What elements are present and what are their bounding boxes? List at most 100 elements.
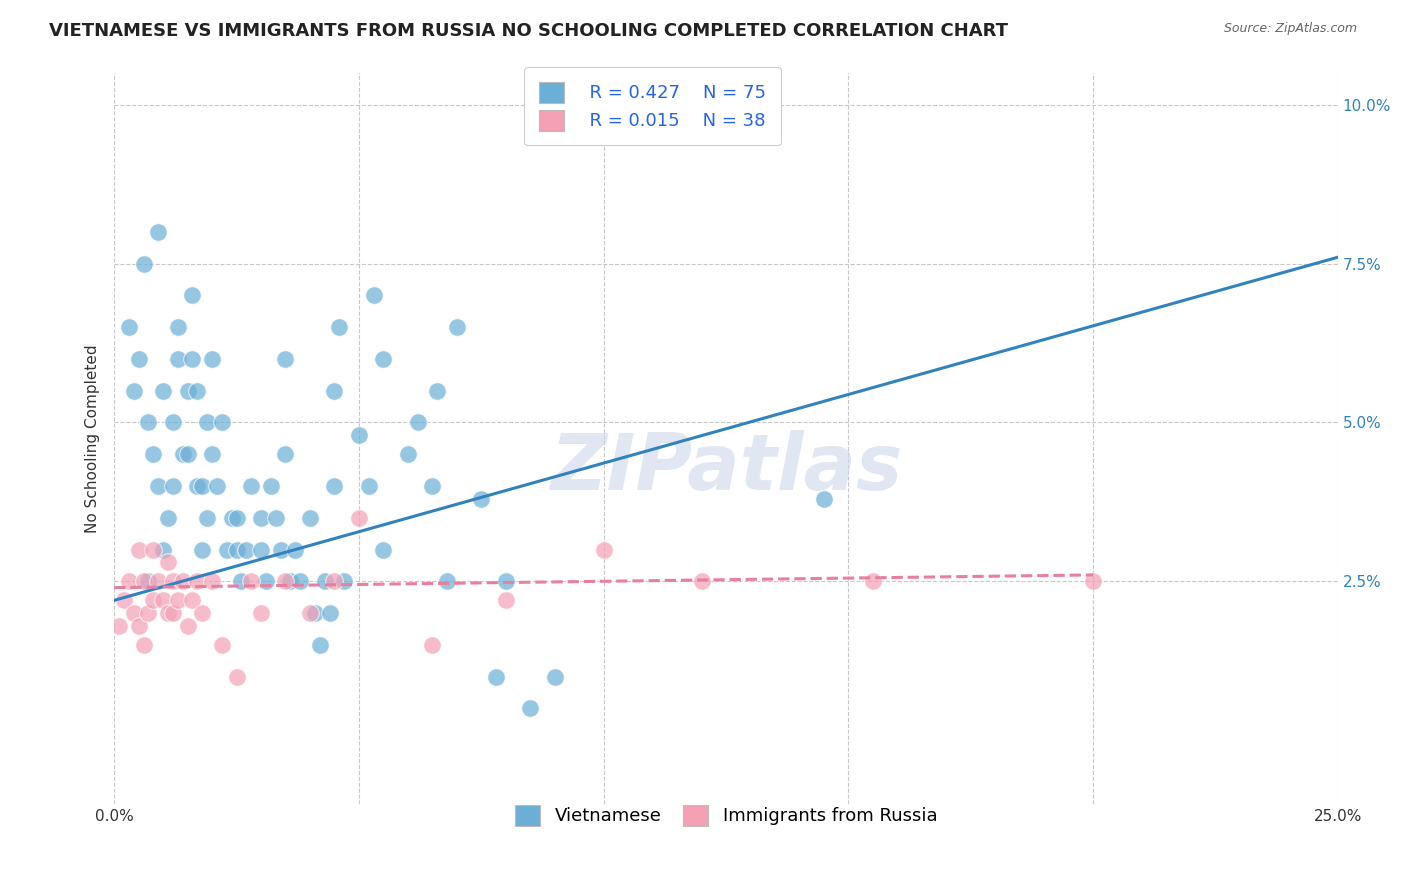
Point <box>347 510 370 524</box>
Point <box>328 320 350 334</box>
Point <box>142 542 165 557</box>
Point <box>592 542 614 557</box>
Point <box>148 225 170 239</box>
Point <box>274 447 297 461</box>
Point <box>406 416 429 430</box>
Point <box>235 542 257 557</box>
Point <box>186 384 208 398</box>
Point <box>470 491 492 506</box>
Point <box>132 574 155 589</box>
Point <box>148 574 170 589</box>
Point <box>112 593 135 607</box>
Point <box>122 384 145 398</box>
Point <box>485 669 508 683</box>
Point <box>314 574 336 589</box>
Point <box>274 351 297 366</box>
Point <box>138 416 160 430</box>
Point <box>304 606 326 620</box>
Point <box>420 479 443 493</box>
Point <box>176 619 198 633</box>
Point <box>118 574 141 589</box>
Point <box>323 384 346 398</box>
Point <box>201 574 224 589</box>
Point <box>157 606 180 620</box>
Point <box>162 416 184 430</box>
Point <box>264 510 287 524</box>
Text: Source: ZipAtlas.com: Source: ZipAtlas.com <box>1223 22 1357 36</box>
Point <box>157 510 180 524</box>
Point <box>280 574 302 589</box>
Point <box>363 288 385 302</box>
Point <box>176 447 198 461</box>
Point <box>166 320 188 334</box>
Point <box>284 542 307 557</box>
Point <box>211 638 233 652</box>
Point <box>201 447 224 461</box>
Point <box>152 593 174 607</box>
Point <box>215 542 238 557</box>
Point <box>181 288 204 302</box>
Point <box>132 257 155 271</box>
Point <box>191 606 214 620</box>
Point <box>128 542 150 557</box>
Point <box>181 593 204 607</box>
Point <box>308 638 330 652</box>
Point <box>166 351 188 366</box>
Point <box>181 351 204 366</box>
Point <box>240 574 263 589</box>
Point <box>195 416 218 430</box>
Point <box>205 479 228 493</box>
Point <box>132 638 155 652</box>
Point <box>118 320 141 334</box>
Point <box>862 574 884 589</box>
Point <box>436 574 458 589</box>
Point <box>298 510 321 524</box>
Point <box>176 384 198 398</box>
Point <box>172 574 194 589</box>
Point <box>318 606 340 620</box>
Point <box>231 574 253 589</box>
Point <box>240 479 263 493</box>
Point <box>813 491 835 506</box>
Point <box>152 384 174 398</box>
Point <box>142 593 165 607</box>
Point <box>138 574 160 589</box>
Point <box>225 669 247 683</box>
Point <box>122 606 145 620</box>
Point <box>1081 574 1104 589</box>
Point <box>323 574 346 589</box>
Point <box>186 574 208 589</box>
Point <box>157 555 180 569</box>
Point <box>148 479 170 493</box>
Point <box>426 384 449 398</box>
Point <box>195 510 218 524</box>
Text: VIETNAMESE VS IMMIGRANTS FROM RUSSIA NO SCHOOLING COMPLETED CORRELATION CHART: VIETNAMESE VS IMMIGRANTS FROM RUSSIA NO … <box>49 22 1008 40</box>
Point <box>446 320 468 334</box>
Point <box>250 606 273 620</box>
Point <box>333 574 356 589</box>
Point <box>323 479 346 493</box>
Point <box>274 574 297 589</box>
Point <box>270 542 292 557</box>
Point <box>108 619 131 633</box>
Legend: Vietnamese, Immigrants from Russia: Vietnamese, Immigrants from Russia <box>506 796 946 835</box>
Point <box>172 447 194 461</box>
Point <box>357 479 380 493</box>
Point <box>288 574 311 589</box>
Point <box>347 428 370 442</box>
Point <box>162 606 184 620</box>
Point <box>373 542 395 557</box>
Point <box>519 701 541 715</box>
Point <box>186 479 208 493</box>
Point <box>128 351 150 366</box>
Point <box>211 416 233 430</box>
Text: ZIPatlas: ZIPatlas <box>550 430 903 506</box>
Y-axis label: No Schooling Completed: No Schooling Completed <box>86 344 100 533</box>
Point <box>495 574 517 589</box>
Point <box>225 542 247 557</box>
Point <box>138 606 160 620</box>
Point <box>544 669 567 683</box>
Point <box>152 542 174 557</box>
Point <box>128 619 150 633</box>
Point <box>142 447 165 461</box>
